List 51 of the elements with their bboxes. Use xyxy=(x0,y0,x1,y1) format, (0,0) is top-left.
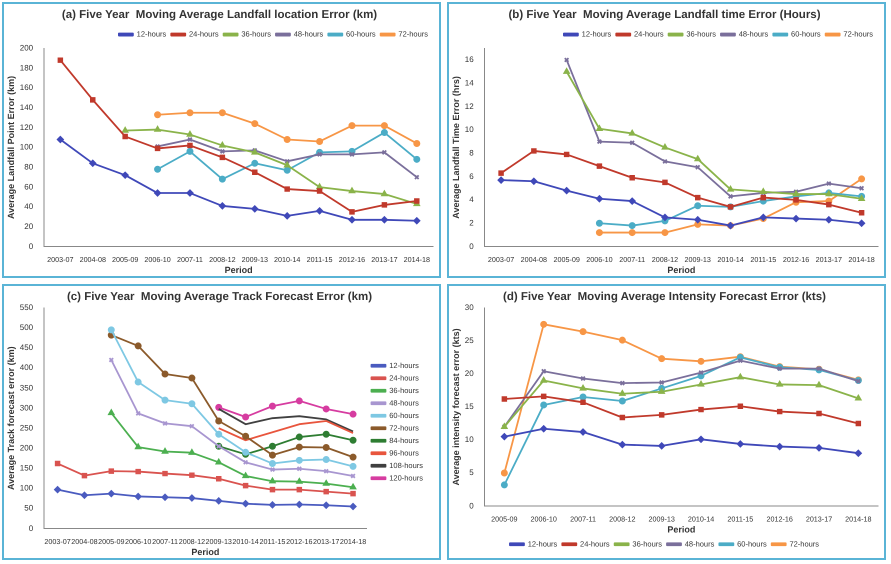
y-tick-label: 0 xyxy=(28,242,34,251)
y-tick-label: 150 xyxy=(20,464,34,473)
y-tick-label: 400 xyxy=(20,363,34,372)
y-tick-label: 5 xyxy=(469,468,474,478)
x-axis-title: Period xyxy=(667,265,696,276)
chart-title: (a) Five Year Moving Average Landfall location Error (km) xyxy=(62,9,378,22)
y-tick-label: 120 xyxy=(20,122,34,132)
y-tick-label: 550 xyxy=(20,303,34,312)
chart-title: (d) Five Year Moving Average Intensity Forecast Error (kts) xyxy=(503,291,826,304)
y-tick-label: 6 xyxy=(469,172,474,181)
y-tick-label: 25 xyxy=(464,336,474,346)
y-tick-label: 12 xyxy=(464,102,474,111)
y-axis-title: Average Track forecast error (km) xyxy=(6,346,16,490)
y-tick-label: 100 xyxy=(20,484,34,493)
y-tick-label: 500 xyxy=(20,323,34,332)
y-tick-label: 80 xyxy=(24,162,34,172)
y-tick-label: 350 xyxy=(20,383,34,392)
y-tick-label: 10 xyxy=(464,125,474,134)
y-tick-label: 14 xyxy=(464,78,474,88)
y-tick-label: 0 xyxy=(469,501,474,510)
x-axis-title: Period xyxy=(224,265,253,276)
y-axis-title: Average intensity forecast error (kts) xyxy=(450,328,461,486)
x-axis-title: Period xyxy=(667,524,696,535)
y-tick-label: 15 xyxy=(464,402,474,412)
y-tick-label: 16 xyxy=(464,55,474,64)
y-tick-label: 0 xyxy=(469,242,474,251)
y-tick-label: 20 xyxy=(464,369,474,378)
y-axis-title: Average Landfall Point Error (km) xyxy=(6,76,16,220)
y-tick-label: 30 xyxy=(464,303,474,312)
y-tick-label: 2 xyxy=(469,218,474,228)
y-tick-label: 200 xyxy=(20,443,34,452)
y-tick-label: 10 xyxy=(464,435,474,444)
x-axis-title: Period xyxy=(191,547,220,558)
y-tick-label: 180 xyxy=(20,63,34,72)
y-tick-label: 160 xyxy=(20,83,34,92)
chart-title: (b) Five Year Moving Average Landfall time Error (Hours) xyxy=(508,9,821,22)
y-tick-label: 4 xyxy=(469,195,474,204)
y-tick-label: 60 xyxy=(24,182,34,192)
chart-title: (c) Five Year Moving Average Track Forecast Error (km) xyxy=(66,291,372,304)
y-axis-title: Average Landfall Time Error (hrs) xyxy=(450,76,461,219)
y-tick-label: 50 xyxy=(24,504,34,513)
y-tick-label: 300 xyxy=(20,403,34,412)
y-tick-label: 140 xyxy=(20,102,34,112)
y-tick-label: 100 xyxy=(20,142,34,152)
y-tick-label: 0 xyxy=(28,524,34,533)
y-tick-label: 250 xyxy=(20,423,34,432)
y-tick-label: 8 xyxy=(469,148,474,158)
y-tick-label: 20 xyxy=(24,222,34,231)
y-tick-label: 200 xyxy=(20,44,34,53)
y-tick-label: 450 xyxy=(20,343,34,352)
y-tick-label: 40 xyxy=(24,202,34,212)
